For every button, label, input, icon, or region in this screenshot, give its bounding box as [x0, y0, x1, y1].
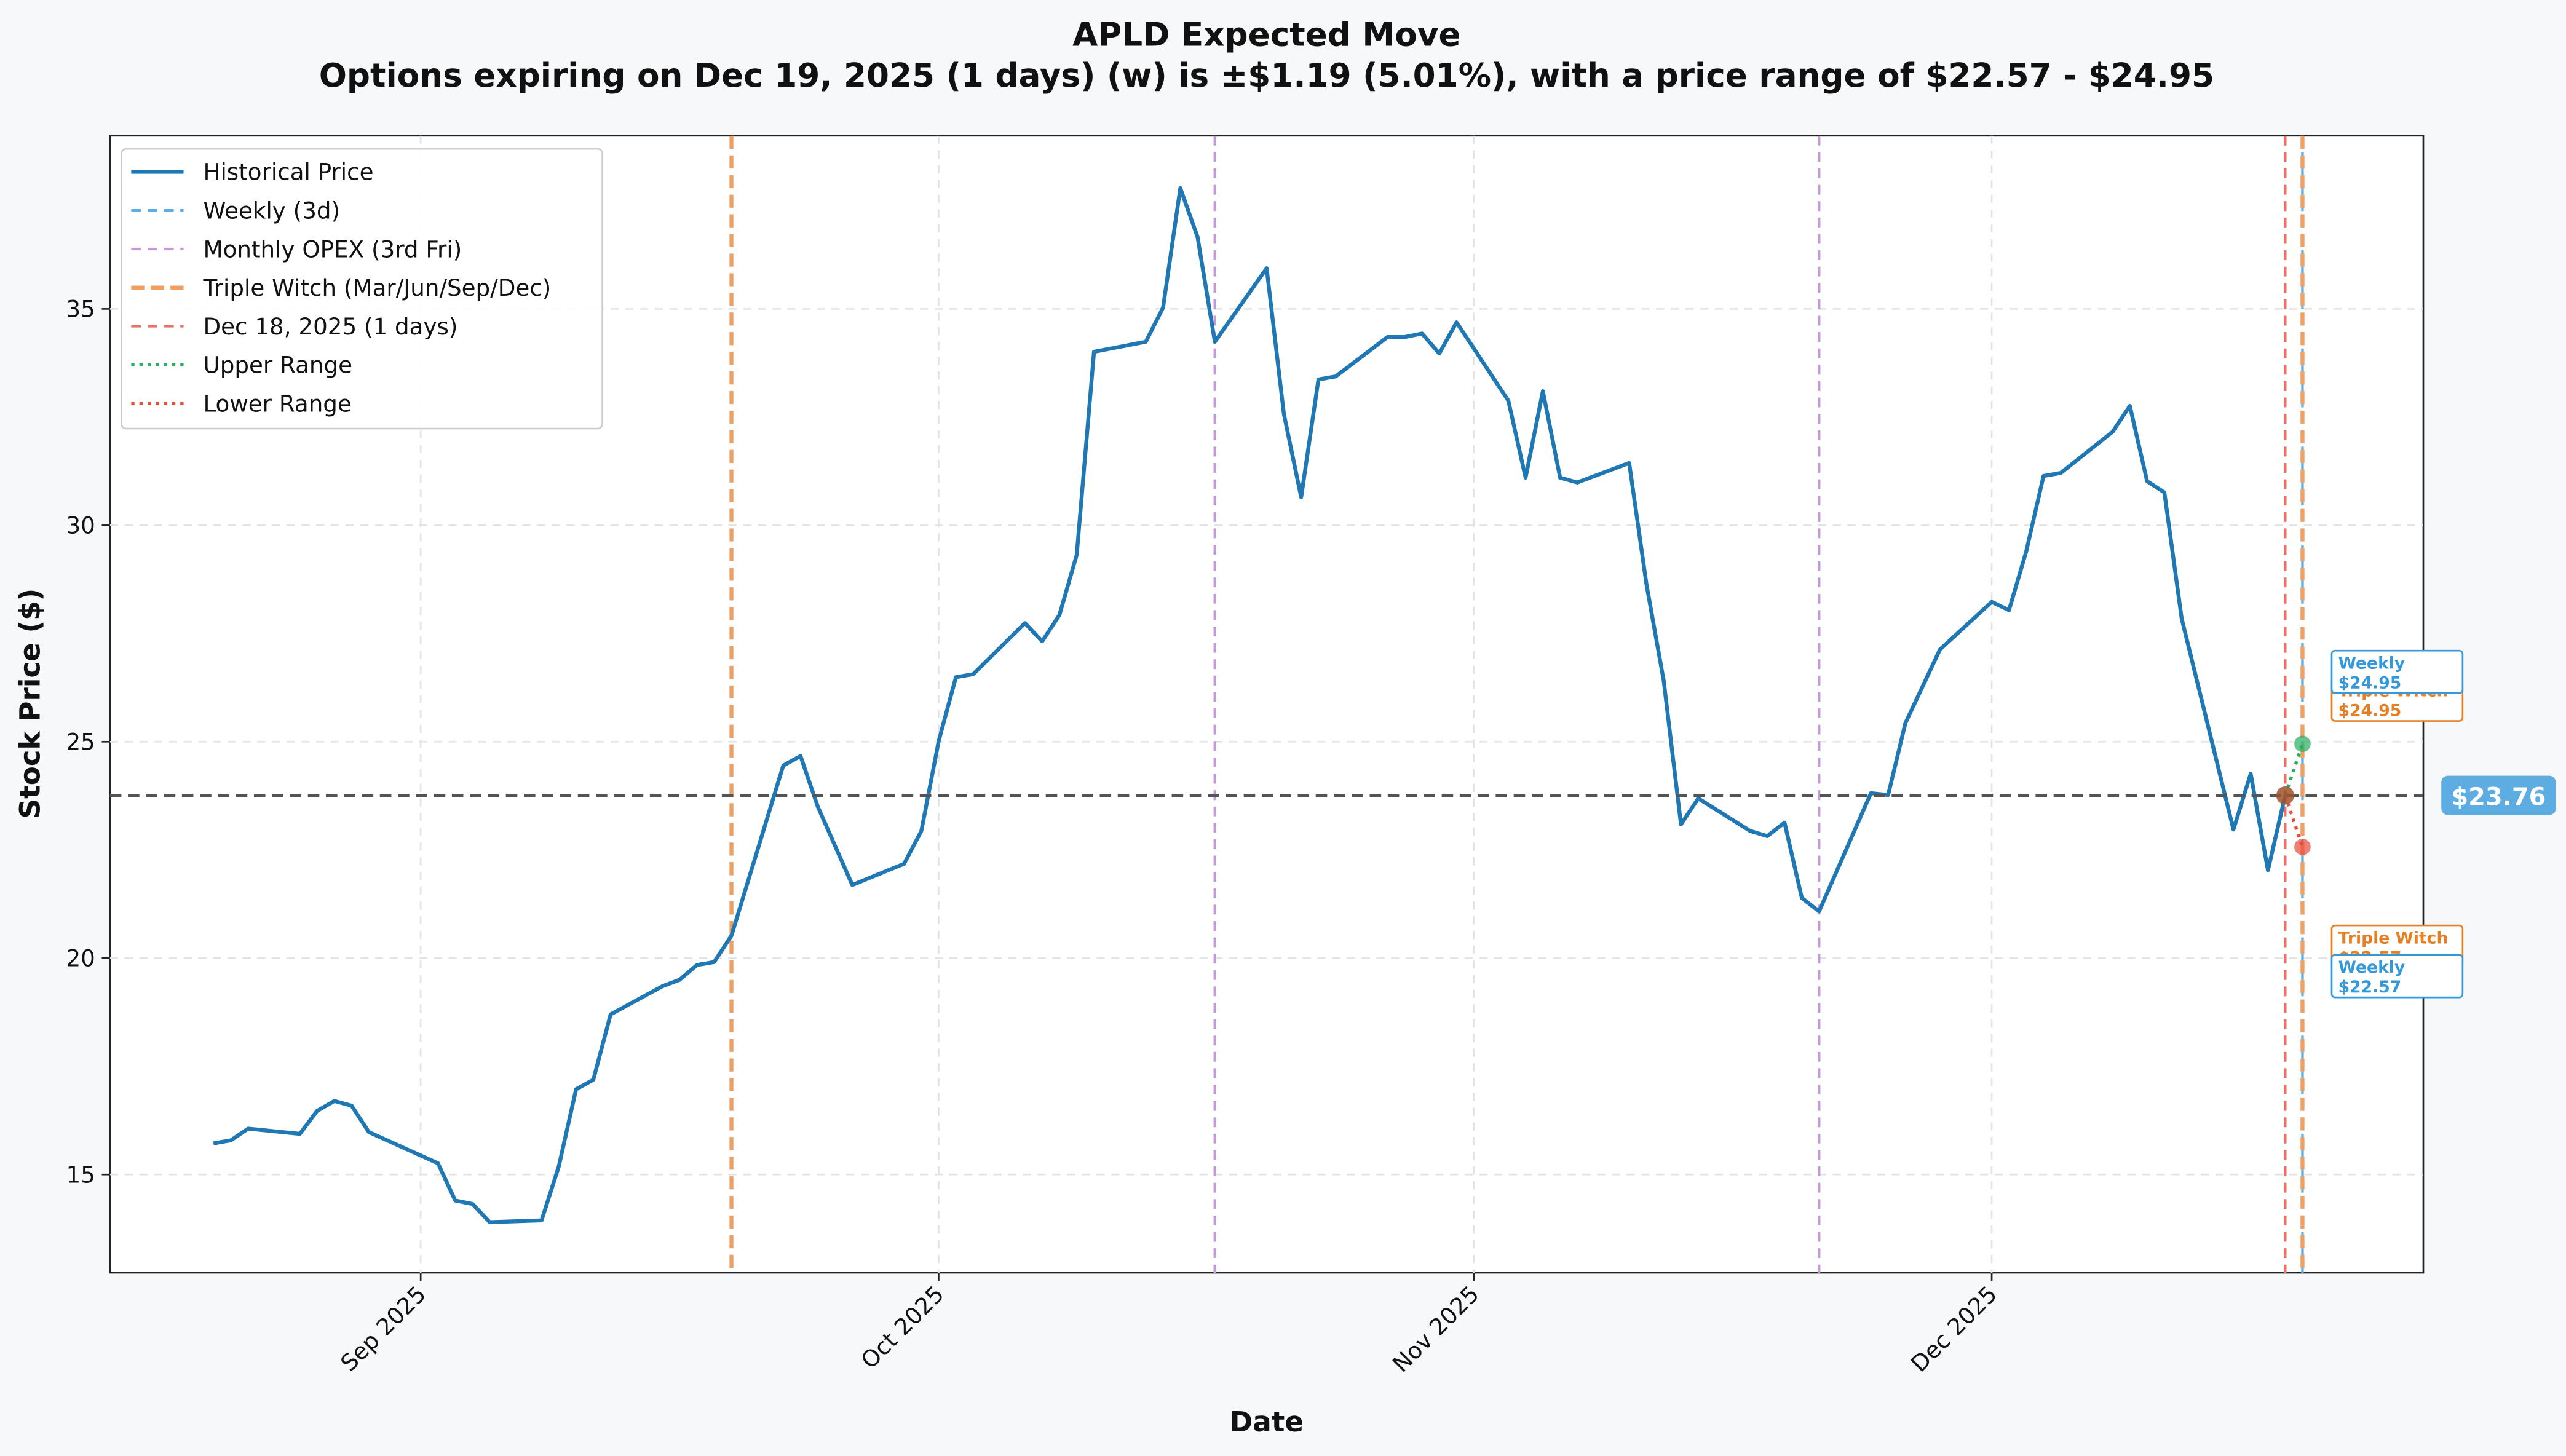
legend-label: Weekly (3d) — [203, 197, 340, 224]
price-line — [213, 186, 2287, 1224]
y-axis-label: Stock Price ($) — [14, 588, 46, 819]
legend-box — [121, 148, 603, 430]
chart-subtitle: Options expiring on Dec 19, 2025 (1 days… — [319, 57, 2214, 95]
legend-label: Monthly OPEX (3rd Fri) — [203, 235, 462, 263]
current-point — [2276, 786, 2295, 805]
legend-label: Lower Range — [203, 390, 351, 417]
annotation-name: Weekly — [2338, 958, 2406, 977]
annotation-value: $24.95 — [2338, 673, 2402, 692]
annotation-value: $22.57 — [2338, 978, 2402, 997]
annotation: Weekly$24.95 — [2330, 649, 2464, 694]
x-tick-label: Sep 2025 — [335, 1281, 431, 1377]
x-tick-label: Dec 2025 — [1906, 1281, 2002, 1377]
price-line — [2283, 794, 2304, 848]
range-point — [2294, 735, 2311, 753]
annotation-box — [2330, 649, 2464, 694]
legend-label: Dec 18, 2025 (1 days) — [203, 313, 457, 340]
legend-label: Triple Witch (Mar/Jun/Sep/Dec) — [202, 274, 551, 301]
annotation-box — [2330, 954, 2464, 999]
chart-title: APLD Expected Move — [1072, 15, 1461, 53]
x-tick-label: Nov 2025 — [1387, 1281, 1484, 1378]
annotation: Weekly$22.57 — [2330, 954, 2464, 999]
price-badge — [2441, 775, 2556, 815]
legend-label: Historical Price — [203, 159, 373, 186]
annotation-name: Weekly — [2338, 654, 2406, 673]
price-line — [2283, 743, 2304, 796]
y-tick-label: 15 — [66, 1161, 95, 1189]
y-tick-label: 30 — [66, 512, 95, 539]
legend-label: Upper Range — [203, 352, 352, 379]
x-tick-label: Oct 2025 — [855, 1281, 949, 1374]
y-tick-label: 35 — [66, 296, 95, 323]
range-point — [2294, 839, 2311, 855]
annotation-name: Triple Witch — [2338, 928, 2449, 948]
price-badge-label: $23.76 — [2451, 783, 2546, 812]
y-tick-label: 20 — [66, 945, 95, 972]
y-tick-label: 25 — [66, 729, 95, 756]
x-axis-label: Date — [1230, 1406, 1304, 1438]
annotation-value: $24.95 — [2338, 702, 2402, 721]
